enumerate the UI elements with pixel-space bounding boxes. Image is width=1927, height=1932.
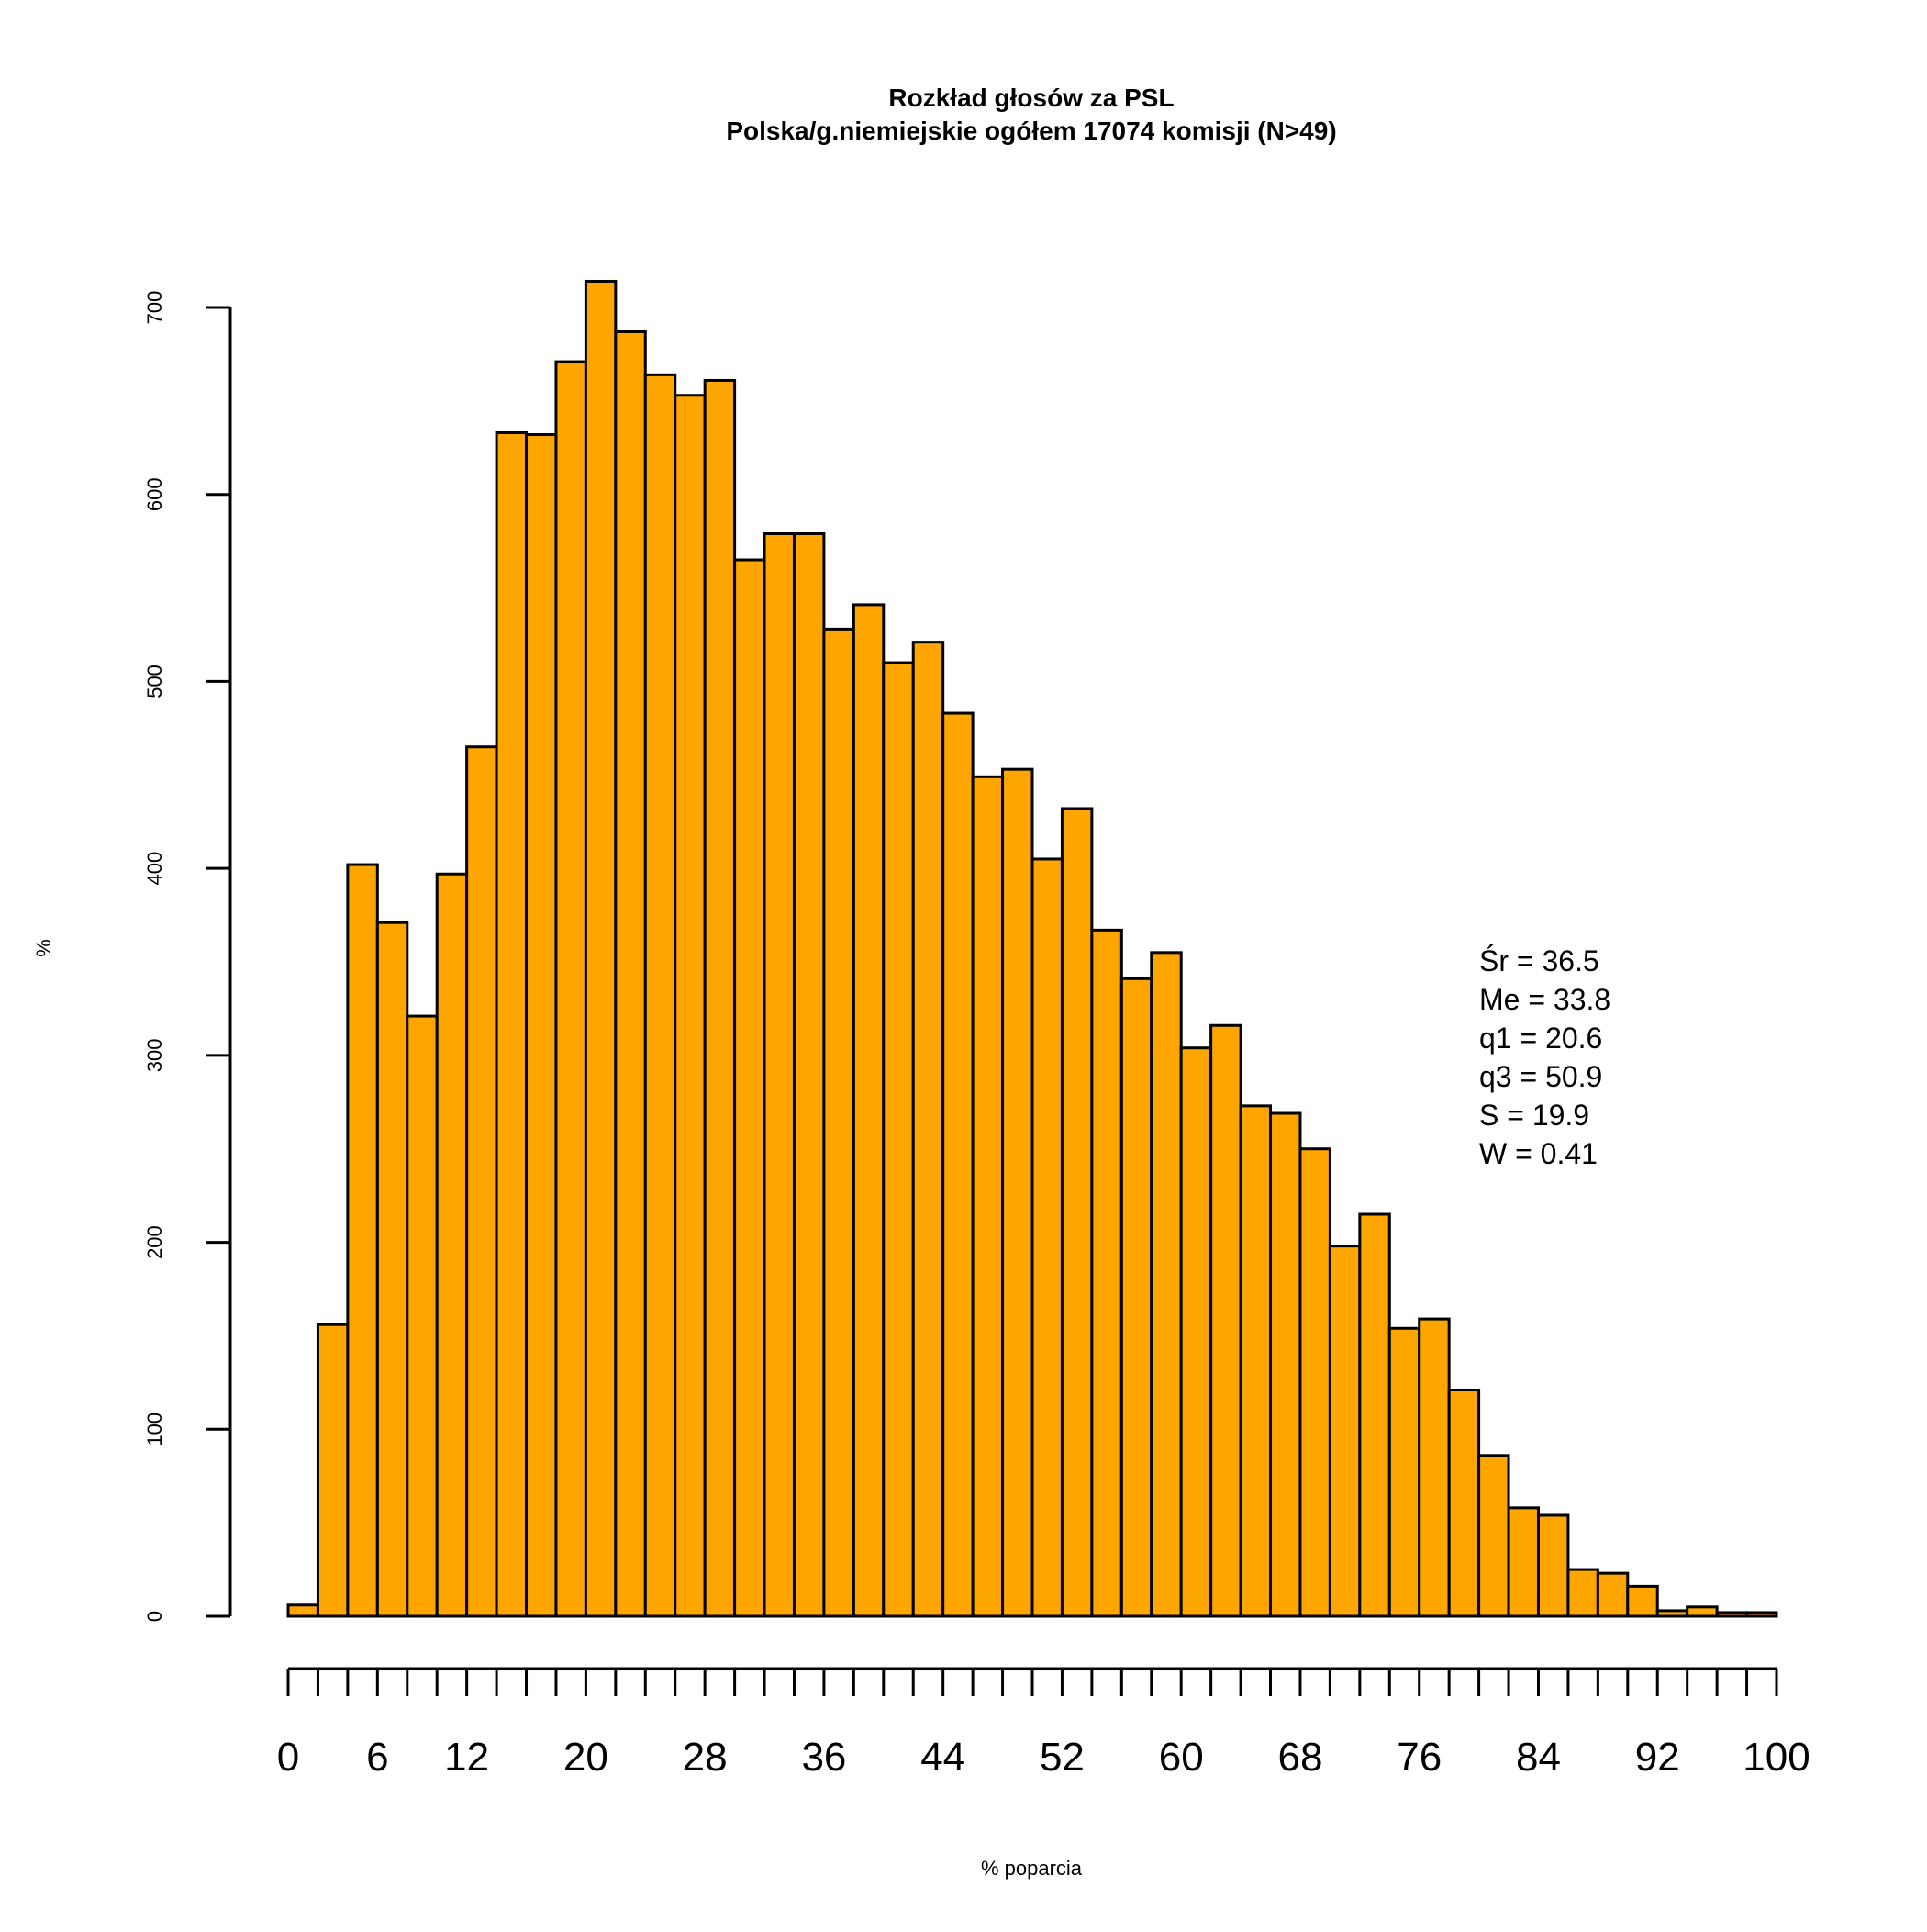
histogram-bar — [882, 661, 915, 1618]
histogram-bar — [1536, 1513, 1570, 1618]
x-tick-label: 84 — [1516, 1735, 1561, 1780]
x-tick-label: 0 — [277, 1735, 299, 1780]
histogram-bar — [1060, 807, 1094, 1618]
histogram-bar — [1358, 1212, 1391, 1618]
histogram-bar — [525, 433, 558, 1618]
histogram-bar — [763, 531, 796, 1618]
histogram-bar — [792, 531, 826, 1618]
y-tick-label: 400 — [143, 852, 166, 886]
histogram-bar — [554, 360, 587, 1618]
histogram-bar — [1447, 1389, 1481, 1618]
histogram-bar — [406, 1014, 439, 1618]
histogram-bar — [1715, 1611, 1749, 1618]
histogram-bar — [1209, 1023, 1242, 1618]
histogram-bar — [465, 745, 498, 1618]
histogram-bar — [1328, 1245, 1362, 1618]
stats-line: S = 19.9 — [1479, 1099, 1589, 1132]
histogram-bar — [286, 1603, 319, 1618]
histogram-bar — [316, 1323, 350, 1618]
histogram-bar — [1001, 767, 1034, 1618]
histogram-bar — [703, 378, 737, 1618]
histogram-bar — [733, 558, 766, 1618]
histogram-bar — [971, 775, 1005, 1618]
stats-line: q3 = 50.9 — [1479, 1060, 1602, 1093]
histogram-bar — [1655, 1609, 1689, 1618]
x-axis: 0 6 12 20 28 36 44 52 60 68 76 84 92 100 — [277, 1667, 1810, 1780]
histogram-bar — [495, 430, 529, 1618]
stats-line: Me = 33.8 — [1479, 983, 1610, 1016]
stats-line: W = 0.41 — [1479, 1137, 1598, 1170]
stats-line: q1 = 20.6 — [1479, 1022, 1602, 1055]
y-tick-label: 700 — [143, 291, 166, 325]
histogram-bar — [643, 373, 677, 1618]
x-tick-label: 12 — [444, 1735, 489, 1780]
y-tick-label: 200 — [143, 1225, 166, 1259]
x-tick-label: 100 — [1743, 1735, 1810, 1780]
x-tick-label: 52 — [1040, 1735, 1085, 1780]
stats-line: Śr = 36.5 — [1479, 944, 1599, 977]
histogram-bar — [852, 603, 886, 1618]
histogram-bar — [1387, 1326, 1421, 1618]
histogram-bar — [1150, 951, 1183, 1618]
histogram-bar — [1626, 1584, 1659, 1618]
y-tick-label: 0 — [143, 1611, 166, 1622]
x-tick-label: 44 — [920, 1735, 965, 1780]
x-axis-label: % poparcia — [981, 1857, 1083, 1880]
histogram-bar — [1239, 1104, 1273, 1618]
histogram-bar — [674, 394, 707, 1618]
histogram-bar — [1566, 1568, 1599, 1618]
histogram-bar — [1686, 1605, 1719, 1618]
stats-box: Śr = 36.5 Me = 33.8 q1 = 20.6 q3 = 50.9 S = … — [1479, 944, 1610, 1170]
histogram-bar — [1030, 857, 1064, 1618]
histogram-bar — [346, 863, 379, 1618]
histogram-bar — [375, 921, 409, 1618]
y-tick-label: 100 — [143, 1413, 166, 1446]
histogram-bar — [1119, 977, 1153, 1618]
histogram-bar — [584, 279, 618, 1618]
x-tick-label: 6 — [366, 1735, 388, 1780]
histogram-bar — [941, 711, 975, 1618]
x-tick-label: 68 — [1277, 1735, 1322, 1780]
histogram-bar — [1507, 1506, 1540, 1618]
x-tick-label: 28 — [683, 1735, 728, 1780]
x-tick-label: 60 — [1159, 1735, 1204, 1780]
histogram-bar — [1477, 1454, 1510, 1618]
histogram-bar — [1418, 1317, 1451, 1618]
histogram-bar — [1179, 1046, 1213, 1618]
histogram-bar — [1090, 928, 1123, 1618]
histogram-bar — [911, 641, 945, 1618]
x-tick-label: 20 — [563, 1735, 608, 1780]
y-tick-label: 600 — [143, 477, 166, 511]
x-tick-label: 76 — [1397, 1735, 1442, 1780]
histogram-bar — [435, 872, 469, 1618]
histogram-bar — [1298, 1147, 1331, 1618]
y-tick-label: 300 — [143, 1038, 166, 1072]
y-axis-label: % — [32, 939, 55, 957]
bars-group — [286, 279, 1778, 1618]
chart-title: Rozkład głosów za PSL — [888, 84, 1174, 112]
x-tick-label: 92 — [1635, 1735, 1680, 1780]
histogram-bar — [822, 627, 855, 1618]
chart-subtitle: Polska/g.niemiejskie ogółem 17074 komisj… — [726, 117, 1336, 145]
histogram-bar — [1596, 1571, 1630, 1618]
y-tick-label: 500 — [143, 664, 166, 698]
histogram-bar — [1745, 1611, 1778, 1618]
x-tick-label: 36 — [801, 1735, 846, 1780]
histogram-bar — [1269, 1111, 1302, 1618]
y-axis: 0 100 200 300 400 500 600 700 — [143, 291, 232, 1622]
histogram-bar — [614, 329, 647, 1618]
